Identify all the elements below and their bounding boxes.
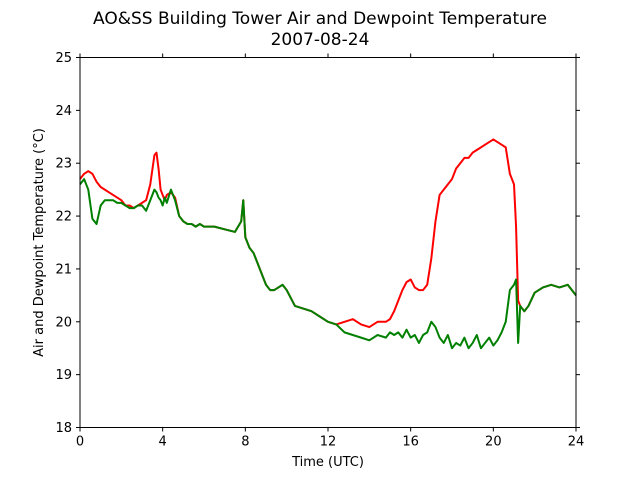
x-tick-label: 16: [402, 435, 419, 450]
chart-subtitle: 2007-08-24: [271, 30, 370, 50]
x-tick-label: 4: [159, 435, 167, 450]
y-tick-label: 25: [55, 51, 72, 66]
tick-layer: 0 4 8 12 16 20 24 18 19 20 21 22 23 24 25: [55, 51, 584, 450]
y-tick-label: 21: [55, 262, 72, 277]
series-line-dewpoint: [79, 178, 577, 350]
y-tick-label: 19: [55, 368, 72, 383]
x-tick-label: 20: [485, 435, 502, 450]
x-axis-label: Time (UTC): [291, 455, 364, 470]
chart-title: AO&SS Building Tower Air and Dewpoint Te…: [93, 9, 547, 29]
x-tick-label: 24: [568, 435, 585, 450]
y-tick-label: 24: [55, 104, 72, 119]
x-tick-label: 12: [320, 435, 337, 450]
x-tick-label: 0: [76, 435, 84, 450]
y-tick-label: 20: [55, 315, 72, 330]
y-axis-label: Air and Dewpoint Temperature (°C): [32, 128, 47, 357]
y-tick-label: 23: [55, 157, 72, 172]
series-layer: [79, 138, 577, 350]
x-tick-label: 8: [241, 435, 249, 450]
y-tick-label: 18: [55, 421, 72, 436]
y-tick-label: 22: [55, 210, 72, 225]
plot-area: [80, 57, 576, 428]
